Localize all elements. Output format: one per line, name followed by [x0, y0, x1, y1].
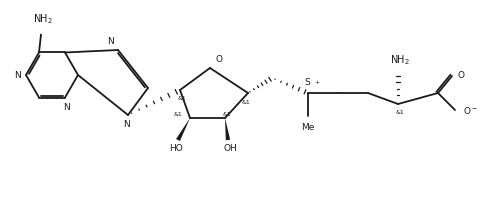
Text: N: N [107, 37, 114, 46]
Text: NH$_2$: NH$_2$ [33, 13, 53, 26]
Text: HO: HO [169, 144, 183, 153]
Text: O: O [458, 72, 465, 80]
Text: &1: &1 [174, 111, 182, 116]
Polygon shape [176, 118, 190, 141]
Text: OH: OH [223, 144, 237, 153]
Text: O: O [216, 55, 223, 64]
Text: S: S [304, 78, 310, 87]
Text: N: N [14, 71, 21, 79]
Text: N: N [62, 103, 70, 111]
Text: &1: &1 [178, 95, 186, 100]
Text: +: + [314, 80, 320, 85]
Text: O$^-$: O$^-$ [463, 104, 478, 115]
Text: &1: &1 [396, 109, 404, 114]
Text: &1: &1 [242, 100, 250, 105]
Text: NH$_2$: NH$_2$ [390, 53, 410, 67]
Text: &1: &1 [222, 111, 232, 116]
Polygon shape [225, 118, 230, 140]
Text: N: N [122, 120, 130, 129]
Text: Me: Me [302, 123, 314, 132]
